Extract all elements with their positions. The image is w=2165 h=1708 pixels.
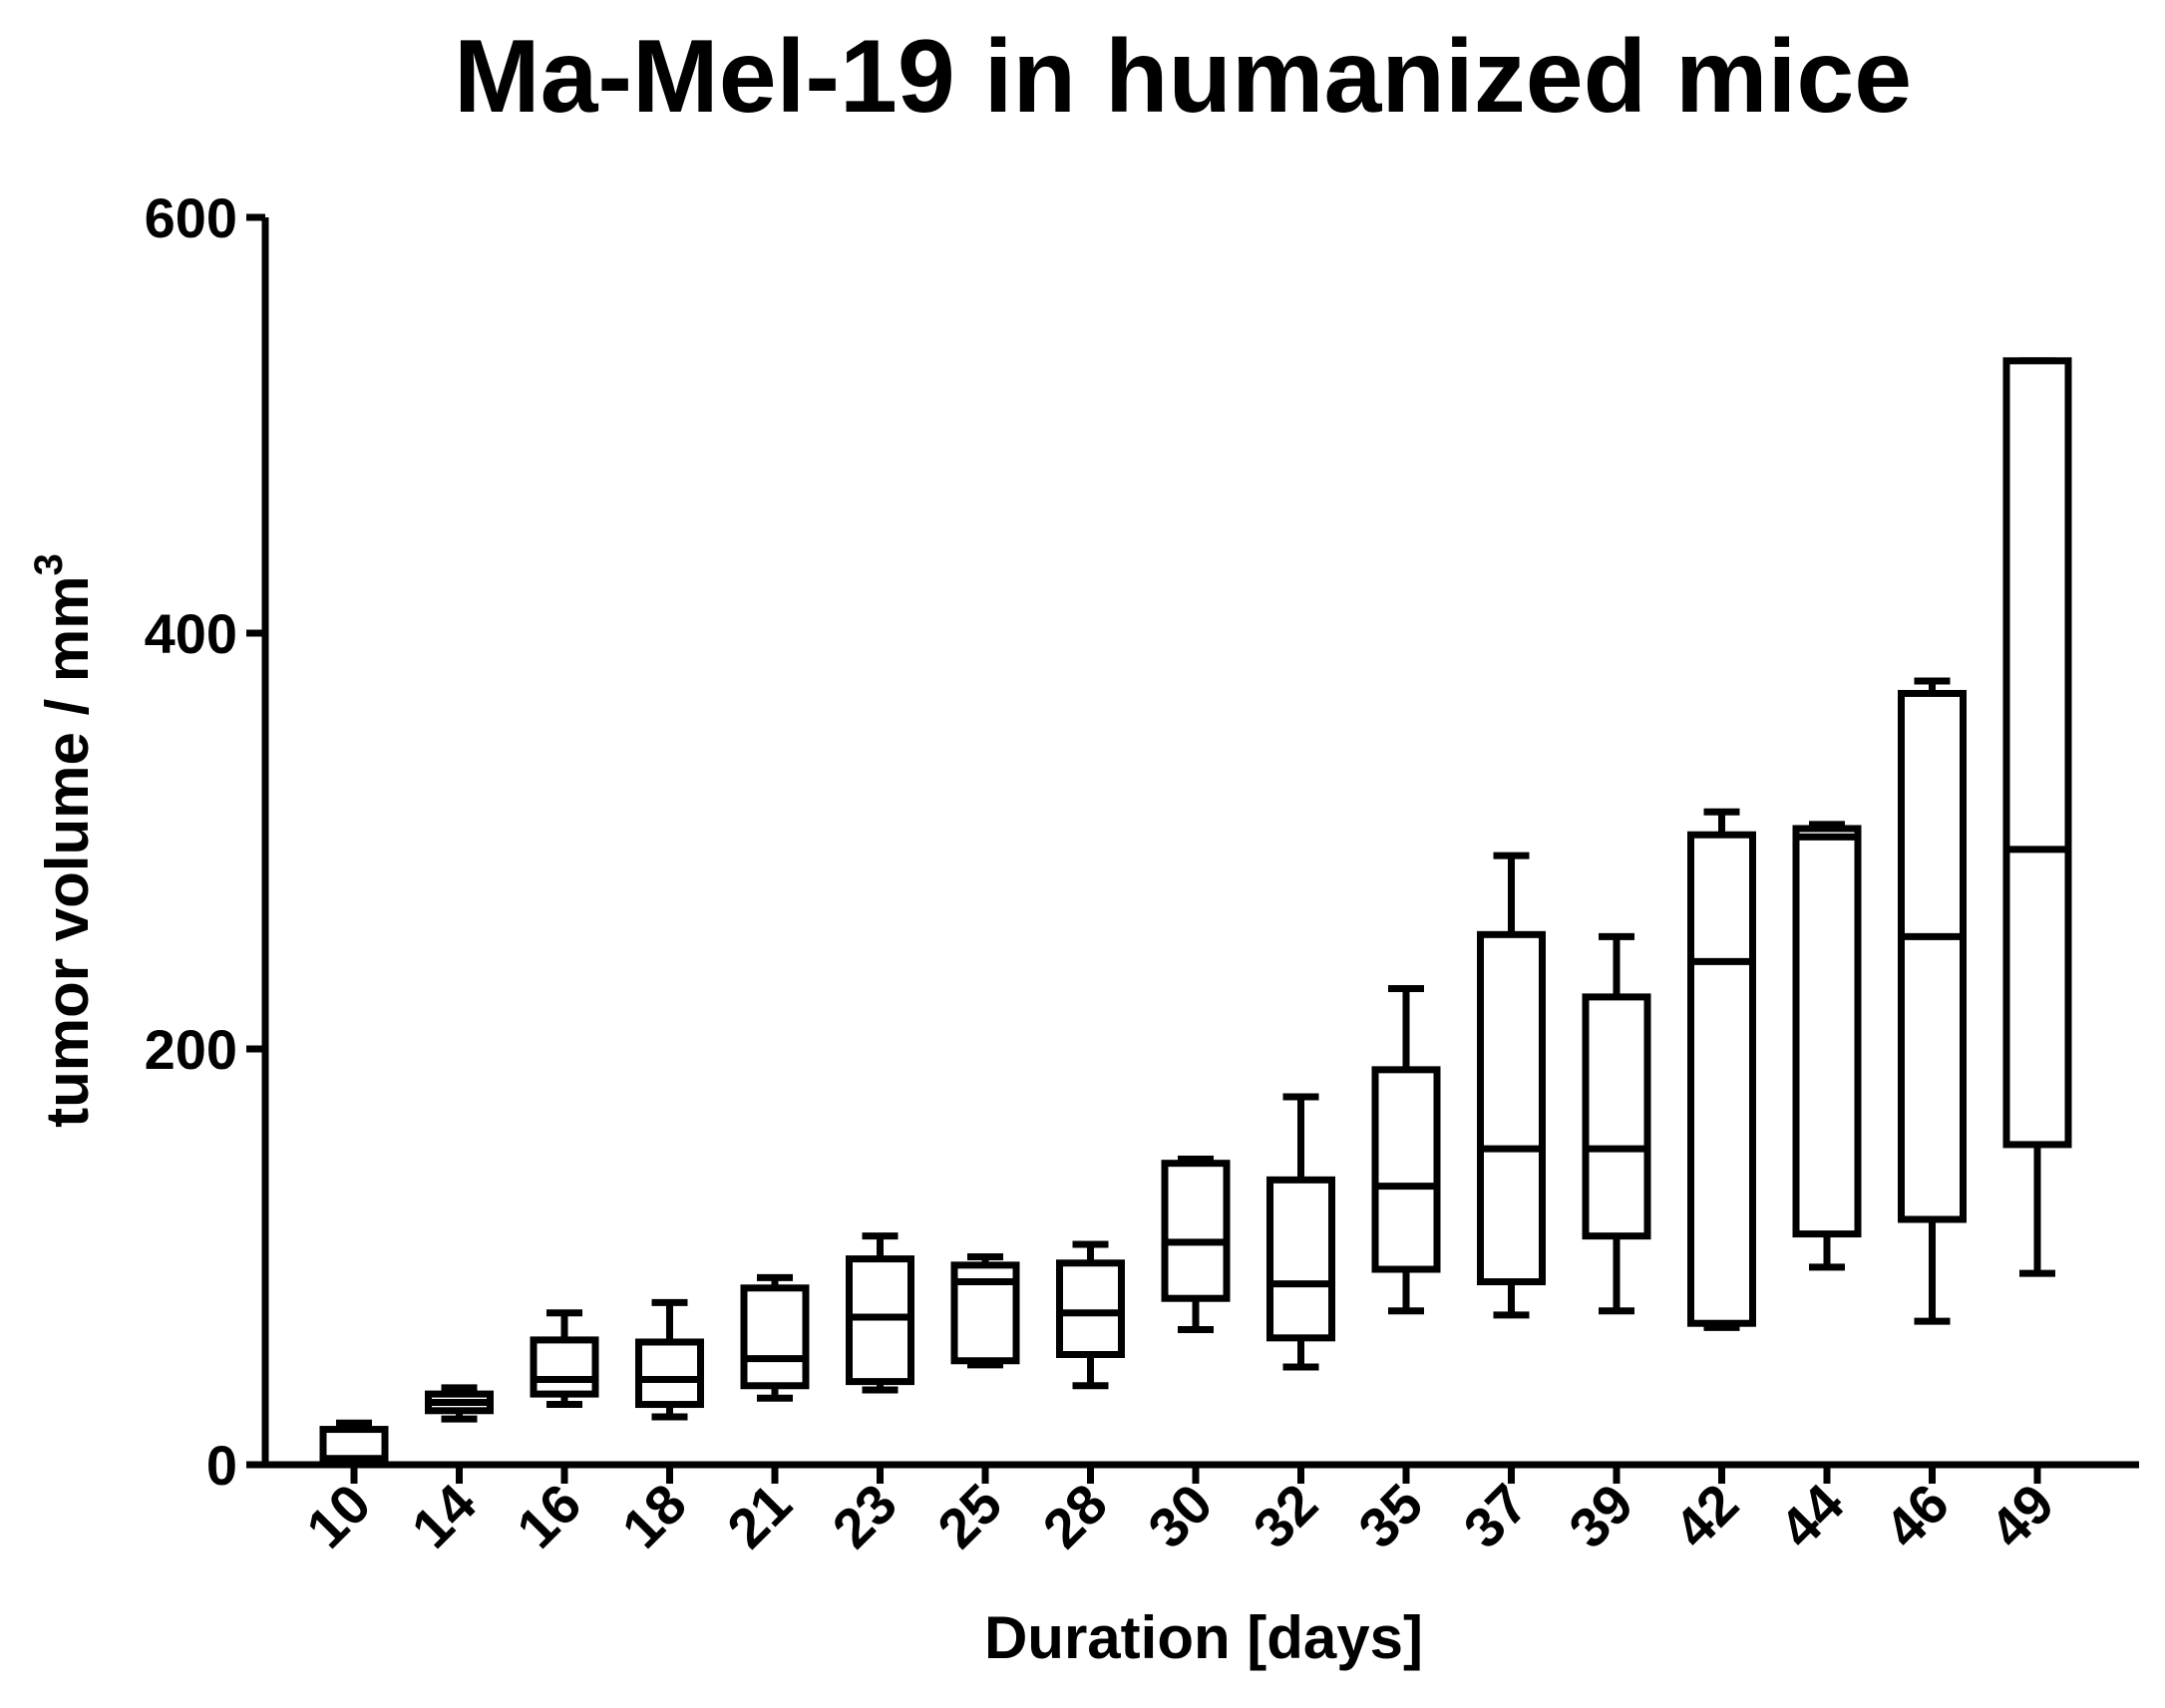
box-iqr [1582,993,1651,1240]
box-group-day-16 [530,1309,599,1409]
box-group-day-25 [950,1253,1020,1369]
box-group-day-44 [1792,821,1862,1271]
box-group-day-23 [846,1232,914,1394]
x-tick-label: 18 [609,1472,698,1560]
box-group-day-28 [1056,1240,1125,1390]
x-tick-label: 42 [1661,1472,1750,1560]
box-iqr [530,1336,599,1398]
box-group-day-39 [1582,932,1651,1315]
x-tick-label: 39 [1557,1472,1645,1560]
y-tick-label: 0 [206,1434,237,1497]
box-iqr [1792,825,1862,1238]
box-series [319,357,2072,1469]
box-group-day-21 [740,1273,810,1402]
box-group-day-10 [319,1419,389,1469]
x-tick-label: 32 [1241,1472,1329,1560]
box-group-day-46 [1898,677,1967,1325]
box-iqr [740,1284,810,1390]
x-tick-label: 23 [820,1472,908,1560]
chart-title: Ma-Mel-19 in humanized mice [454,19,1912,135]
box-group-day-42 [1687,808,1756,1331]
y-axis-label-text: tumor volume / mm [34,575,101,1127]
x-axis-label: Duration [days] [984,1604,1423,1671]
y-tick-label: 400 [145,602,237,665]
box-group-day-35 [1371,985,1441,1315]
box-group-day-30 [1161,1156,1231,1333]
box-group-day-49 [2002,357,2072,1277]
box-group-day-18 [635,1298,704,1421]
y-tick-label: 600 [145,186,237,249]
box-iqr [1161,1160,1231,1302]
x-tick-label: 35 [1346,1472,1435,1560]
box-iqr [2002,357,2072,1149]
box-group-day-14 [425,1384,494,1423]
box-iqr [635,1338,704,1409]
box-group-day-37 [1477,852,1546,1319]
x-tick-label: 30 [1136,1472,1225,1560]
box-iqr [1056,1259,1125,1358]
y-axis-label: tumor volume / mm3 [27,553,101,1128]
box-group-day-32 [1266,1093,1335,1371]
x-tick-label: 49 [1978,1472,2066,1560]
y-tick-group: 0 200 400 600 [145,186,265,1497]
y-tick-label: 200 [145,1018,237,1081]
x-tick-label: 10 [294,1472,383,1560]
x-tick-label: 14 [399,1472,488,1560]
box-iqr [1898,689,1967,1223]
y-axis-label-superscript: 3 [27,553,71,575]
box-iqr [1687,831,1756,1327]
x-tick-label: 44 [1767,1472,1856,1560]
x-tick-label: 28 [1030,1472,1119,1560]
x-tick-label: 25 [925,1472,1014,1560]
x-tick-label: 46 [1872,1472,1961,1560]
x-tick-label: 16 [505,1472,593,1560]
y-axis: 0 200 400 600 [145,186,269,1497]
x-tick-label: 37 [1451,1472,1540,1560]
x-tick-group: 10 14 16 18 21 23 25 28 30 32 35 37 39 42 44 46 49 [294,1465,2066,1560]
x-axis: 10 14 16 18 21 23 25 28 30 32 35 37 39 42 44 46 49 [261,1461,2139,1560]
x-tick-label: 21 [715,1472,804,1560]
box-iqr [1371,1066,1441,1273]
box-iqr [1477,930,1546,1286]
box-iqr [1266,1176,1335,1342]
